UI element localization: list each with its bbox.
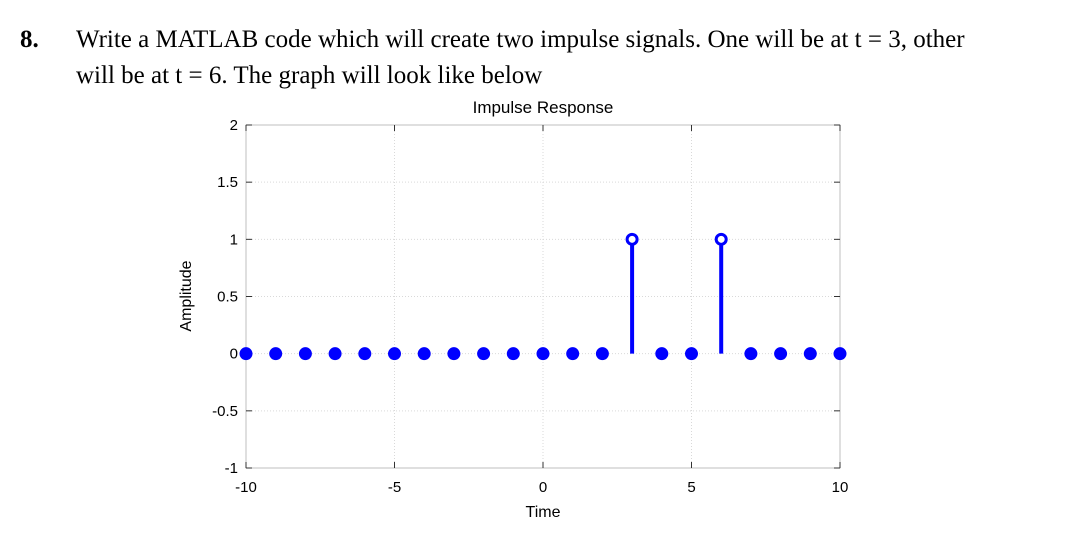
ticks: -10 -5 0 5 10 -1 -0.5 0 0.5 1 1.5 2 — [212, 117, 848, 496]
stem-marker — [803, 347, 817, 361]
stem-marker — [685, 347, 698, 361]
x-tick-label: 5 — [687, 479, 695, 496]
stem-marker — [477, 347, 491, 361]
stem-marker — [358, 347, 372, 361]
stem-marker — [388, 347, 401, 361]
y-axis-label: Amplitude — [178, 260, 195, 331]
y-tick-label: 0.5 — [217, 289, 238, 306]
stem-series — [239, 232, 847, 361]
stem-marker — [536, 347, 550, 361]
stem-marker — [714, 232, 728, 246]
question-line-1: 8. Write a MATLAB code which will create … — [20, 22, 1080, 58]
stem-marker — [833, 347, 847, 361]
y-tick-label: -1 — [225, 460, 238, 477]
stem-marker — [595, 347, 609, 361]
stem-marker — [774, 347, 788, 361]
x-tick-label: -5 — [388, 479, 401, 496]
question-line-2: will be at t = 6. The graph will look li… — [76, 62, 543, 89]
y-tick-label: 0 — [230, 346, 238, 363]
y-tick-label: 1 — [230, 231, 238, 248]
stem-marker — [566, 347, 580, 361]
stem-marker — [744, 347, 758, 361]
stem-marker — [417, 347, 431, 361]
x-tick-label: -10 — [235, 479, 257, 496]
stem-marker — [328, 347, 342, 361]
y-tick-label: 1.5 — [217, 174, 238, 191]
stem-marker — [625, 232, 639, 246]
y-tick-label: -0.5 — [212, 403, 238, 420]
chart-title: Impulse Response — [473, 98, 614, 117]
x-tick-label: 10 — [832, 479, 849, 496]
stem-marker — [298, 347, 312, 361]
stem-marker — [269, 347, 283, 361]
stem-marker — [447, 347, 461, 361]
stem-marker — [506, 347, 520, 361]
x-axis-label: Time — [526, 504, 561, 521]
y-tick-label: 2 — [230, 117, 238, 134]
question-text: 8. Write a MATLAB code which will create … — [20, 22, 1080, 94]
stem-marker — [655, 347, 669, 361]
stem-marker — [239, 347, 253, 361]
question-line-1-text: Write a MATLAB code which will create tw… — [76, 26, 965, 53]
question-number: 8. — [20, 26, 39, 53]
x-tick-label: 0 — [539, 479, 547, 496]
